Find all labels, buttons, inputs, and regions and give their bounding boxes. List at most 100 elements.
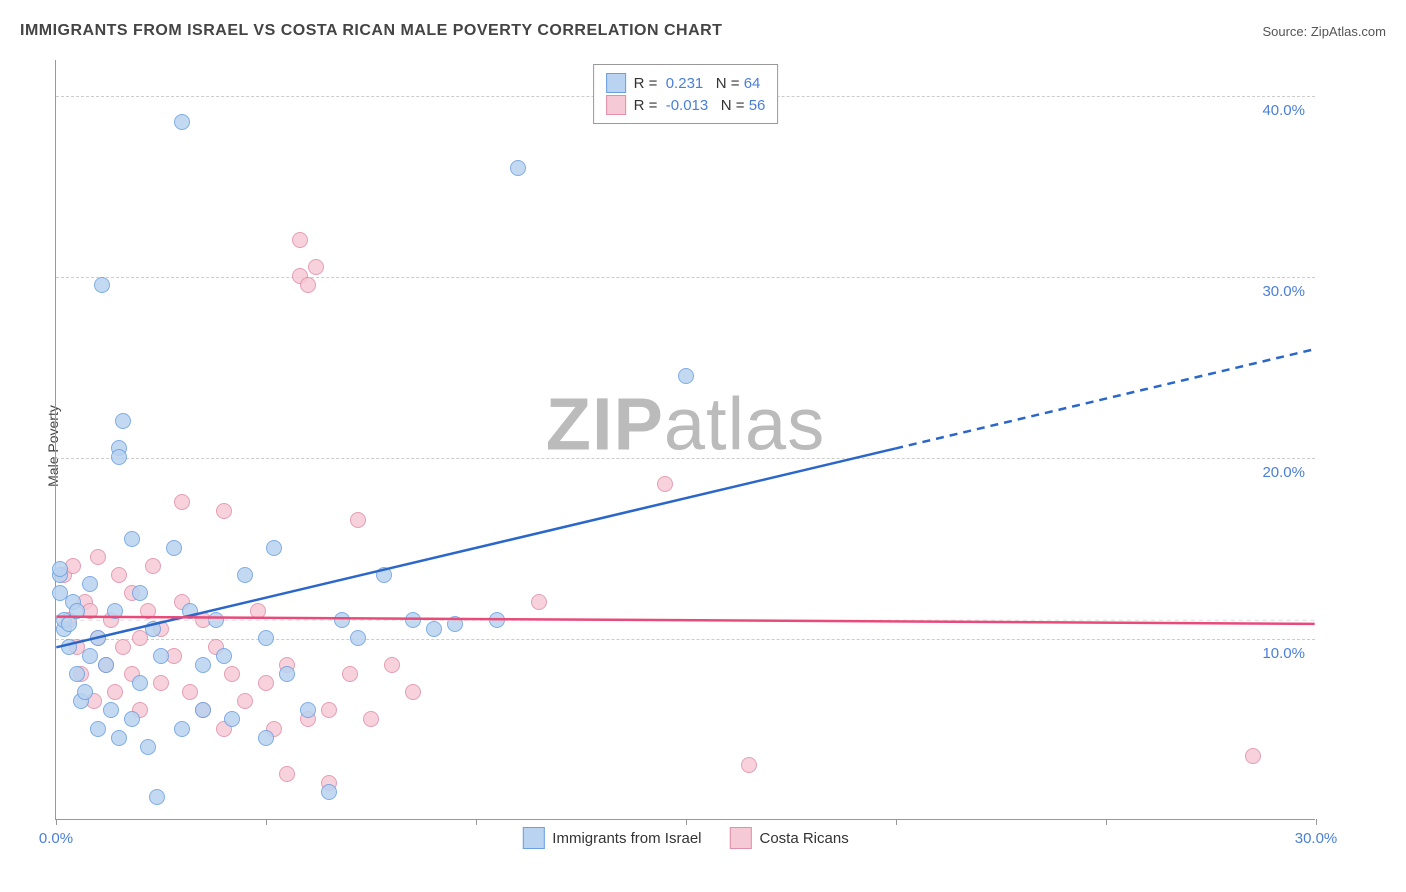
- scatter-point: [107, 603, 123, 619]
- watermark: ZIPatlas: [546, 382, 825, 467]
- scatter-point: [657, 476, 673, 492]
- scatter-point: [350, 630, 366, 646]
- x-tick: [896, 819, 897, 825]
- scatter-point: [321, 702, 337, 718]
- scatter-point: [250, 603, 266, 619]
- scatter-point: [510, 160, 526, 176]
- scatter-point: [145, 558, 161, 574]
- scatter-point: [145, 621, 161, 637]
- scatter-point: [52, 561, 68, 577]
- scatter-point: [182, 603, 198, 619]
- x-tick: [686, 819, 687, 825]
- scatter-point: [208, 612, 224, 628]
- scatter-point: [77, 684, 93, 700]
- x-tick: [266, 819, 267, 825]
- scatter-point: [224, 711, 240, 727]
- legend-stats: R = 0.231 N = 64: [634, 75, 761, 92]
- correlation-legend: R = 0.231 N = 64 R = -0.013 N = 56: [593, 64, 779, 124]
- y-tick-label: 40.0%: [1262, 102, 1305, 119]
- legend-swatch: [606, 73, 626, 93]
- scatter-point: [103, 702, 119, 718]
- scatter-point: [405, 612, 421, 628]
- scatter-point: [174, 721, 190, 737]
- scatter-point: [107, 684, 123, 700]
- scatter-point: [384, 657, 400, 673]
- scatter-point: [266, 540, 282, 556]
- scatter-point: [140, 603, 156, 619]
- scatter-point: [69, 666, 85, 682]
- x-tick: [1106, 819, 1107, 825]
- scatter-point: [82, 576, 98, 592]
- gridline: [56, 277, 1315, 278]
- scatter-point: [363, 711, 379, 727]
- legend-swatch: [606, 95, 626, 115]
- legend-label: Costa Ricans: [760, 830, 849, 847]
- y-tick-label: 30.0%: [1262, 283, 1305, 300]
- scatter-point: [61, 639, 77, 655]
- legend-label: Immigrants from Israel: [552, 830, 701, 847]
- scatter-point: [237, 567, 253, 583]
- scatter-point: [69, 603, 85, 619]
- scatter-point: [292, 232, 308, 248]
- watermark-rest: atlas: [664, 383, 825, 466]
- watermark-bold: ZIP: [546, 383, 664, 466]
- x-tick-label: 30.0%: [1295, 830, 1338, 847]
- scatter-point: [111, 730, 127, 746]
- scatter-point: [149, 789, 165, 805]
- legend-item: Immigrants from Israel: [522, 827, 701, 849]
- scatter-point: [140, 739, 156, 755]
- scatter-point: [90, 721, 106, 737]
- legend-swatch: [522, 827, 544, 849]
- scatter-point: [279, 766, 295, 782]
- scatter-point: [489, 612, 505, 628]
- scatter-point: [342, 666, 358, 682]
- scatter-point: [237, 693, 253, 709]
- scatter-point: [321, 784, 337, 800]
- scatter-point: [376, 567, 392, 583]
- scatter-point: [447, 616, 463, 632]
- scatter-point: [124, 711, 140, 727]
- scatter-point: [531, 594, 547, 610]
- legend-item: Costa Ricans: [730, 827, 849, 849]
- series-legend: Immigrants from Israel Costa Ricans: [522, 827, 848, 849]
- scatter-point: [132, 675, 148, 691]
- scatter-point: [111, 449, 127, 465]
- scatter-plot: ZIPatlas R = 0.231 N = 64 R = -0.013 N = …: [55, 60, 1315, 820]
- scatter-point: [300, 277, 316, 293]
- legend-row: R = -0.013 N = 56: [606, 95, 766, 115]
- scatter-point: [334, 612, 350, 628]
- scatter-point: [308, 259, 324, 275]
- legend-stats: R = -0.013 N = 56: [634, 97, 766, 114]
- scatter-point: [279, 666, 295, 682]
- source-label: Source:: [1262, 24, 1310, 39]
- scatter-point: [98, 657, 114, 673]
- x-tick: [476, 819, 477, 825]
- source-attribution: Source: ZipAtlas.com: [1262, 24, 1386, 39]
- source-link[interactable]: ZipAtlas.com: [1311, 24, 1386, 39]
- y-tick-label: 20.0%: [1262, 464, 1305, 481]
- scatter-point: [678, 368, 694, 384]
- scatter-point: [132, 585, 148, 601]
- y-tick-label: 10.0%: [1262, 645, 1305, 662]
- scatter-point: [1245, 748, 1261, 764]
- x-tick: [56, 819, 57, 825]
- scatter-point: [195, 657, 211, 673]
- scatter-point: [224, 666, 240, 682]
- scatter-point: [426, 621, 442, 637]
- scatter-point: [405, 684, 421, 700]
- scatter-point: [350, 512, 366, 528]
- scatter-point: [90, 630, 106, 646]
- scatter-point: [153, 648, 169, 664]
- scatter-point: [182, 684, 198, 700]
- legend-row: R = 0.231 N = 64: [606, 73, 766, 93]
- scatter-point: [115, 413, 131, 429]
- scatter-point: [166, 540, 182, 556]
- scatter-point: [300, 702, 316, 718]
- scatter-point: [216, 648, 232, 664]
- scatter-point: [258, 730, 274, 746]
- scatter-point: [258, 675, 274, 691]
- gridline: [56, 639, 1315, 640]
- scatter-point: [115, 639, 131, 655]
- x-tick: [1316, 819, 1317, 825]
- x-tick-label: 0.0%: [39, 830, 73, 847]
